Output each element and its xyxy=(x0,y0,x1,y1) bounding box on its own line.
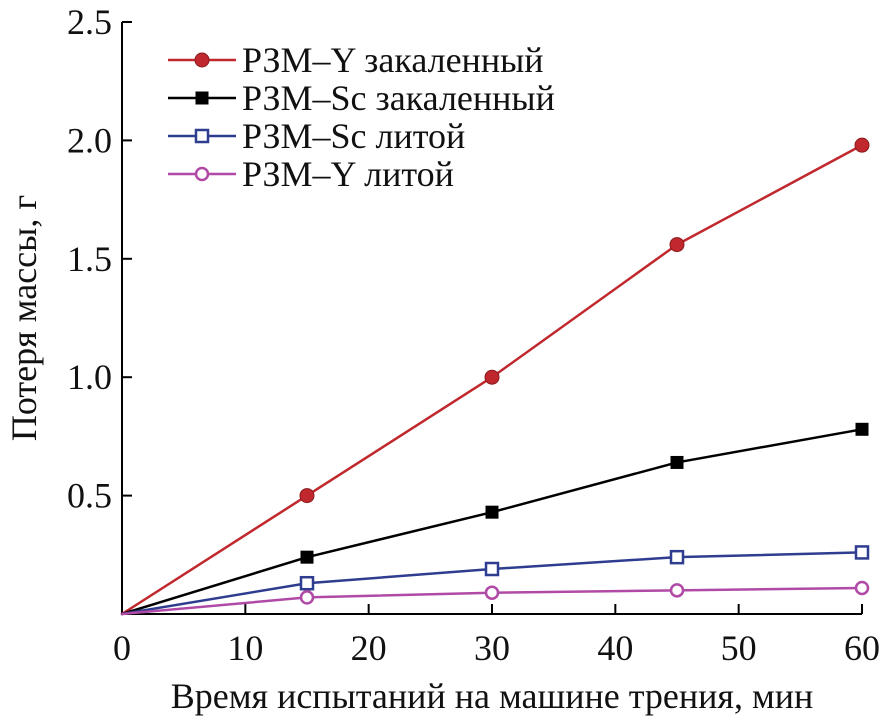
legend-item: РЗМ–Sc литой xyxy=(168,116,465,156)
x-axis-label: Время испытаний на машине трения, мин xyxy=(171,676,814,716)
x-tick-label: 30 xyxy=(474,628,510,668)
series-2 xyxy=(120,422,869,616)
legend-item: РЗМ–Y закаленный xyxy=(168,40,544,80)
y-tick-label: 1.5 xyxy=(67,239,112,279)
x-tick-label: 60 xyxy=(844,628,880,668)
y-axis-label: Потеря массы, г xyxy=(4,195,44,441)
data-point xyxy=(854,137,870,153)
data-point xyxy=(669,549,685,565)
data-point xyxy=(299,575,315,591)
legend-label: РЗМ–Sc закаленный xyxy=(242,78,555,118)
legend-item: РЗМ–Sc закаленный xyxy=(168,78,555,118)
data-point xyxy=(669,237,685,253)
y-tick-label: 0.5 xyxy=(67,476,112,516)
data-point xyxy=(854,580,870,596)
x-tick-label: 10 xyxy=(227,628,263,668)
y-tick-label: 2.0 xyxy=(67,120,112,160)
x-tick-label: 20 xyxy=(351,628,387,668)
data-point xyxy=(299,488,315,504)
data-point xyxy=(300,550,314,564)
legend-label: РЗМ–Y закаленный xyxy=(242,40,544,80)
data-point xyxy=(669,583,685,598)
legend-marker xyxy=(194,166,210,182)
legend-label: РЗМ–Y литой xyxy=(242,154,454,194)
data-point xyxy=(485,505,499,519)
legend-marker xyxy=(194,128,210,144)
data-point xyxy=(670,455,684,469)
y-tick-label: 2.5 xyxy=(67,2,112,42)
legend-marker xyxy=(194,52,210,68)
series-3 xyxy=(120,545,870,616)
y-tick-label: 1.0 xyxy=(67,357,112,397)
x-tick-label: 40 xyxy=(597,628,633,668)
legend-marker xyxy=(195,91,209,105)
data-point xyxy=(484,369,500,385)
series-4 xyxy=(120,580,870,616)
series-layer xyxy=(120,137,870,616)
data-point xyxy=(484,561,500,577)
x-tick-label: 0 xyxy=(113,628,131,668)
data-point xyxy=(854,545,870,560)
axes: 0 10 20 30 40 50 60 0.5 1.0 1.5 2.0 2.5 xyxy=(67,2,880,668)
data-point xyxy=(299,590,315,605)
data-point xyxy=(484,585,500,600)
data-point xyxy=(855,422,869,436)
series-1 xyxy=(120,137,870,616)
legend-item: РЗМ–Y литой xyxy=(168,154,454,194)
x-tick-label: 50 xyxy=(721,628,757,668)
legend-label: РЗМ–Sc литой xyxy=(242,116,465,156)
